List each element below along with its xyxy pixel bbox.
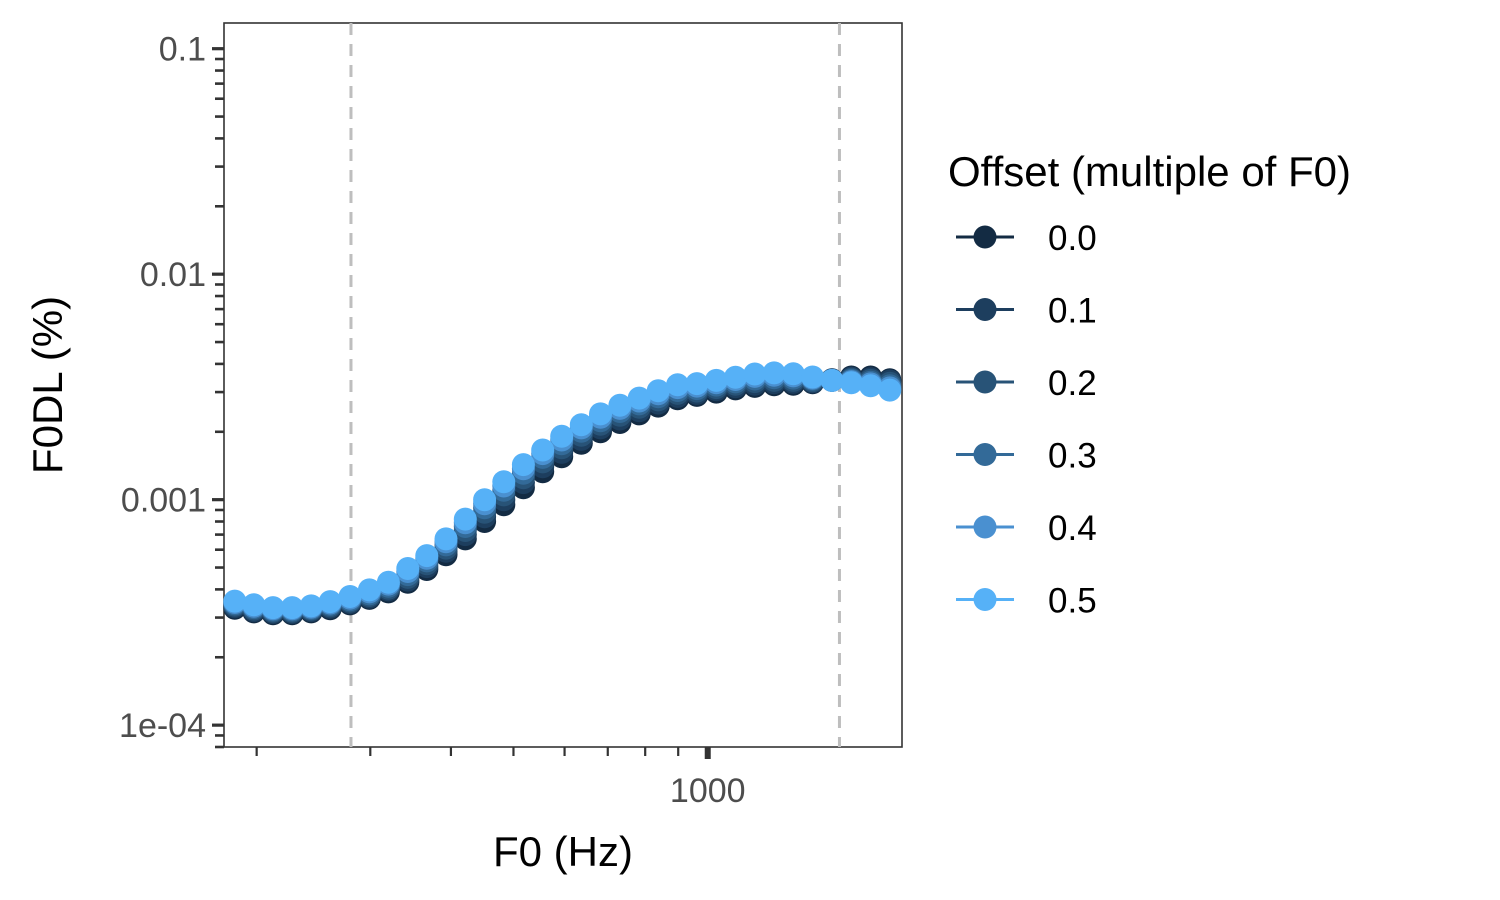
- data-point: [589, 402, 612, 426]
- y-tick-label: 0.01: [140, 256, 206, 294]
- x-axis: 1000: [255, 747, 746, 810]
- data-point: [550, 424, 574, 448]
- legend-label: 0.1: [1048, 292, 1097, 331]
- legend-label: 0.5: [1048, 582, 1097, 621]
- data-point: [666, 373, 690, 397]
- data-point: [492, 470, 516, 494]
- data-point: [781, 362, 805, 386]
- data-point: [608, 393, 632, 417]
- data-point: [743, 362, 767, 386]
- x-tick-label: 1000: [670, 772, 746, 810]
- data-point: [820, 368, 844, 392]
- data-point: [261, 596, 285, 620]
- legend-item-0.5: 0.5: [956, 582, 1097, 621]
- points-layer: [223, 361, 902, 626]
- data-point: [646, 379, 670, 403]
- data-point: [762, 361, 786, 385]
- data-point: [338, 585, 362, 608]
- y-tick-label: 0.1: [159, 31, 206, 69]
- series-0.5: [223, 361, 902, 620]
- legend-item-0.1: 0.1: [956, 292, 1097, 331]
- data-point: [223, 589, 247, 613]
- data-point: [299, 594, 323, 618]
- data-point: [396, 557, 420, 580]
- x-axis-title: F0 (Hz): [493, 828, 633, 875]
- legend-items: 0.0 0.1 0.2 0.3 0.4 0.5: [956, 219, 1097, 621]
- data-point: [704, 368, 728, 392]
- data-point: [531, 438, 555, 462]
- legend-key-point: [973, 588, 997, 611]
- legend-label: 0.0: [1048, 219, 1097, 258]
- data-point: [511, 453, 535, 477]
- legend-label: 0.4: [1048, 509, 1097, 548]
- legend-item-0.4: 0.4: [956, 509, 1097, 548]
- y-axis-title: F0DL (%): [24, 296, 71, 474]
- data-point: [569, 413, 593, 437]
- legend-label: 0.2: [1048, 364, 1097, 403]
- data-point: [473, 488, 497, 512]
- data-point: [357, 578, 381, 602]
- y-tick-label: 0.001: [121, 482, 206, 520]
- data-point: [801, 365, 825, 389]
- data-point: [280, 596, 304, 620]
- plot-panel: [223, 22, 903, 748]
- legend-item-0.3: 0.3: [956, 437, 1097, 476]
- data-point: [724, 365, 747, 389]
- legend-label: 0.3: [1048, 437, 1097, 476]
- legend-title: Offset (multiple of F0): [948, 148, 1351, 195]
- data-point: [415, 544, 439, 568]
- legend-key-point: [973, 298, 997, 321]
- data-point: [685, 372, 709, 396]
- legend-key-point: [973, 515, 997, 539]
- legend-key-point: [973, 370, 997, 394]
- y-axis: 1e-04 0.001 0.01 0.1: [119, 31, 224, 749]
- legend-key-point: [973, 225, 997, 249]
- legend-item-0.0: 0.0: [956, 219, 1097, 258]
- legend-key-point: [973, 443, 997, 466]
- data-point: [434, 527, 458, 551]
- legend: Offset (multiple of F0) 0.00.10.20.30.40…: [948, 148, 1351, 621]
- data-point: [376, 570, 400, 594]
- data-point: [839, 371, 863, 395]
- data-point: [242, 593, 266, 617]
- legend-item-0.2: 0.2: [956, 364, 1097, 403]
- data-point: [878, 378, 902, 402]
- data-point: [318, 590, 342, 614]
- data-point: [453, 507, 477, 531]
- y-tick-label: 1e-04: [119, 707, 206, 745]
- data-point: [627, 386, 651, 410]
- data-point: [859, 374, 883, 398]
